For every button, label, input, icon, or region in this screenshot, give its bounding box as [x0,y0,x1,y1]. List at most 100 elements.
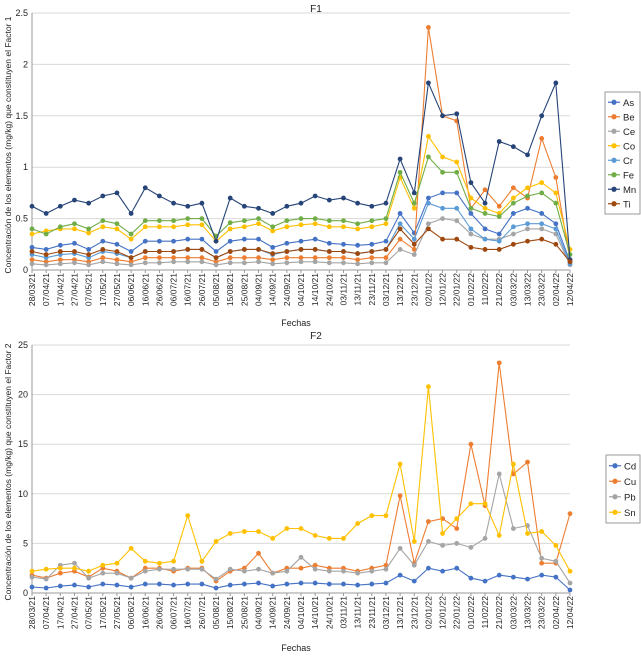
data-point-cd [411,578,417,584]
x-tick-label: 04/10/21 [296,596,306,629]
data-point-sn [355,521,361,526]
data-point-co [355,226,361,232]
x-tick-label: 17/05/21 [98,273,108,306]
data-point-cd [496,572,502,578]
x-tick-label: 28/03/21 [27,273,37,306]
data-point-mn [213,238,219,244]
data-point-as [482,226,488,232]
data-point-pb [241,568,247,574]
data-point-fe [241,218,247,224]
x-tick-label: 07/05/21 [84,273,94,306]
data-point-pb [397,545,403,551]
data-point-sn [298,526,304,531]
legend-label-mn: Mn [623,185,636,196]
data-point-pb [383,566,389,572]
data-point-mn [383,200,389,206]
series-line-mn [31,80,571,260]
data-point-be [383,255,389,261]
data-point-mn [341,195,346,201]
data-point-fe [100,218,106,224]
data-point-be [326,255,332,261]
x-tick-label: 03/03/22 [508,596,518,629]
data-point-co [185,222,191,228]
data-point-sn [157,560,162,566]
legend-swatch-marker [612,478,618,484]
data-point-mn [312,193,318,199]
data-point-sn [468,501,474,507]
y-tick-label: 2.5 [15,8,28,18]
data-point-co [383,221,389,227]
data-point-fe [86,226,92,232]
chart-f2-y-axis-label: Concentración de los elementos (mg/kg) q… [3,343,13,600]
y-tick-label: 0 [23,588,28,598]
data-point-sn [213,539,219,544]
data-point-cd [326,581,332,587]
chart-f1-x-axis-label: Fechas [281,318,311,328]
x-tick-label: 27/05/21 [112,273,122,306]
legend-label-sn: Sn [624,508,636,519]
data-point-co [142,224,148,230]
data-point-as [142,238,148,244]
data-point-be [426,24,431,30]
x-tick-label: 12/01/22 [438,596,448,629]
x-tick-label: 13/11/21 [353,596,363,629]
data-point-sn [341,536,346,541]
chart-f1-series [29,24,573,268]
x-tick-label: 01/02/22 [466,273,476,306]
data-point-co [482,205,488,211]
data-point-pb [369,568,375,574]
x-tick-label: 05/08/21 [211,596,221,629]
data-point-sn [369,513,375,519]
data-point-ti [397,226,403,232]
data-point-mn [270,211,276,216]
data-point-mn [454,111,460,117]
chart-f1-legend: As Be Ce Co Cr Fe Mn Ti [604,91,641,215]
data-point-sn [114,560,120,566]
data-point-as [426,195,431,201]
data-point-co [326,224,332,230]
data-point-co [298,222,304,228]
data-point-pb [326,568,332,574]
chart-f1-title: F1 [310,4,322,15]
data-point-as [128,249,134,254]
x-tick-label: 27/04/21 [69,273,79,306]
data-point-ce [72,260,77,266]
data-point-sn [128,545,134,551]
x-tick-label: 14/09/21 [268,596,278,629]
data-point-fe [454,169,460,175]
data-point-ce [185,259,191,265]
data-point-ti [440,236,445,242]
data-point-be [341,255,346,261]
data-point-be [411,247,417,252]
data-point-sn [567,568,573,574]
data-point-pb [312,566,318,572]
data-point-co [312,221,318,227]
data-point-fe [426,154,431,160]
data-point-ce [157,260,162,266]
data-point-be [142,255,148,261]
legend-label-ce: Ce [623,127,635,138]
x-tick-label: 28/03/21 [27,596,37,629]
data-point-mn [128,211,134,216]
x-tick-label: 12/04/22 [565,596,575,629]
data-point-pb [171,566,176,572]
data-point-co [270,228,276,234]
data-point-as [199,236,205,242]
x-tick-label: 15/08/21 [225,273,235,306]
data-point-as [270,244,276,250]
data-point-sn [397,461,403,467]
data-point-be [496,203,502,209]
data-point-mn [171,200,176,206]
data-point-mn [241,203,247,209]
data-point-as [72,240,77,246]
data-point-fe [128,231,134,237]
x-tick-label: 25/08/21 [239,273,249,306]
data-point-mn [114,190,120,196]
data-point-sn [43,566,49,572]
data-point-be [57,257,63,263]
x-tick-label: 13/12/21 [395,273,405,306]
data-point-mn [256,205,261,211]
data-point-sn [86,568,92,574]
data-point-pb [355,570,361,576]
